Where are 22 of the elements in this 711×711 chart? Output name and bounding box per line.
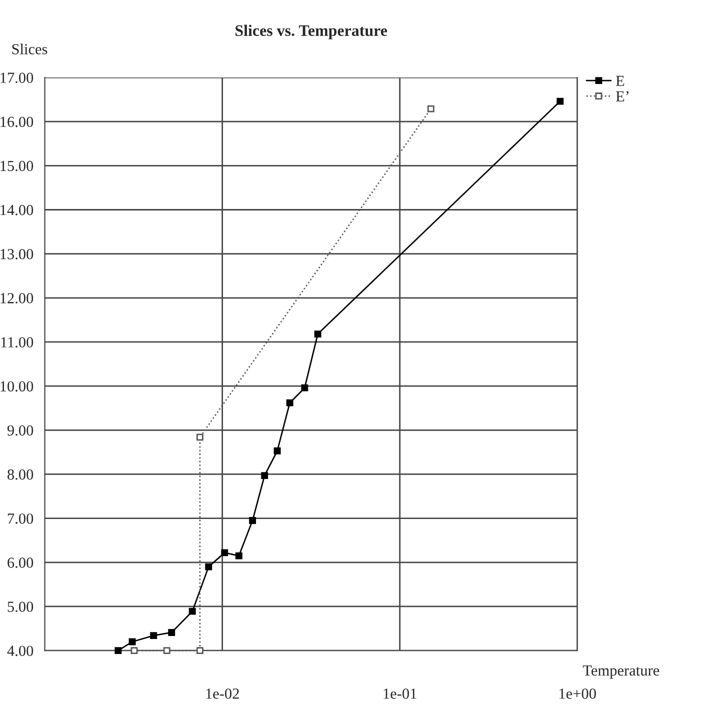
y-tick-label: 5.00 [8,602,34,612]
y-tick-label: 13.00 [0,248,34,260]
legend-label: E’ [616,91,628,102]
y-tick-label: 4.00 [7,646,34,656]
x-tick-label: 1e-02 [206,688,239,699]
y-tick-label: 10.00 [0,381,34,392]
y-tick-label: 16.00 [0,116,34,128]
y-tick-label: 11.00 [1,337,34,348]
y-tick-label: 6.00 [8,558,34,568]
x-tick-label: 1e-01 [384,688,416,699]
y-tick-label: 8.00 [8,469,34,480]
legend-label: E [616,76,624,86]
y-tick-label: 17.00 [0,72,34,84]
y-tick-label: 9.00 [7,425,34,436]
y-tick-label: 7.00 [8,513,34,524]
x-axis-title: Temperature [582,665,660,679]
y-tick-label: 12.00 [0,293,34,304]
y-tick-label: 14.00 [0,204,34,216]
chart-title: Slices vs. Temperature [236,24,388,40]
y-axis-title: Slices [12,44,48,54]
y-tick-label: 15.00 [0,160,34,172]
x-tick-label: 1e+00 [560,688,596,699]
